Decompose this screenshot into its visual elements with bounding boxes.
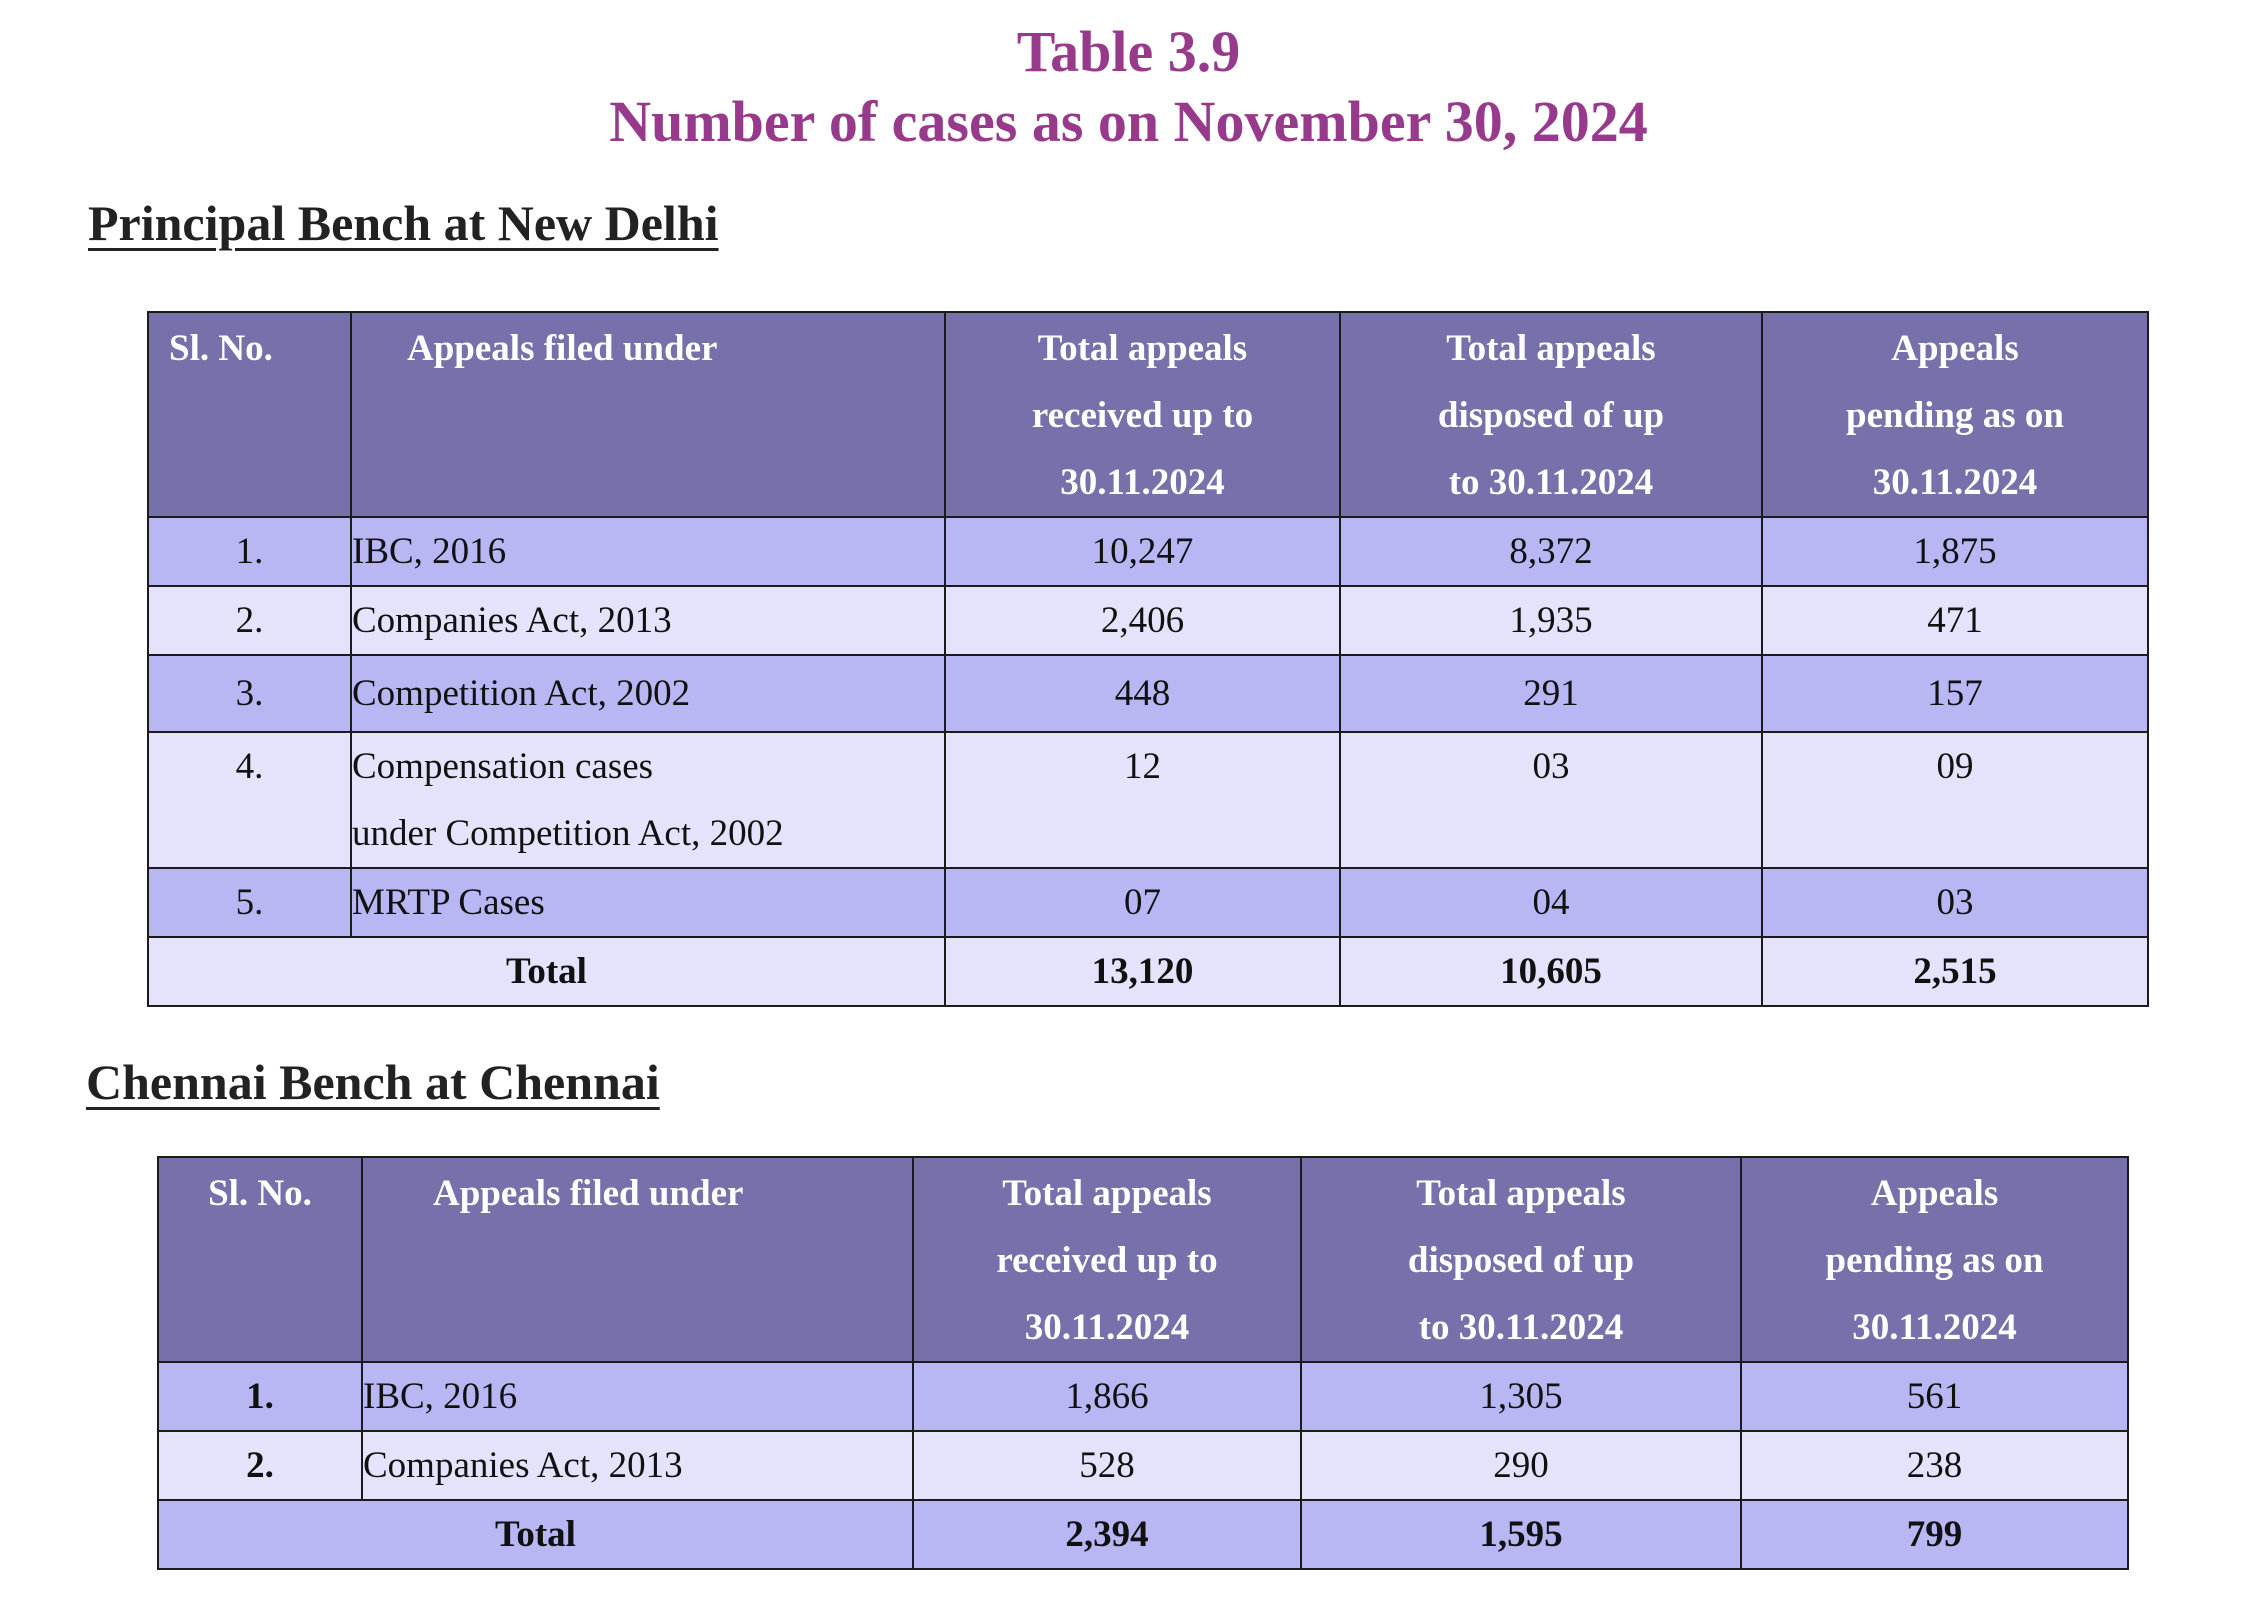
header-line: 30.11.2024 (1872, 462, 2038, 503)
sl-no-cell: 1. (147, 516, 352, 587)
header-line: 30.11.2024 (1060, 462, 1225, 503)
sl-no-cell: 5. (147, 867, 352, 938)
table-row: 2. Companies Act, 2013 528 290 238 (157, 1430, 2129, 1501)
header-line: to 30.11.2024 (1418, 1307, 1624, 1348)
header-line: Total appeals (1416, 1173, 1626, 1214)
header-total-disposed: Total appeals disposed of up to 30.11.20… (1339, 311, 1763, 518)
disposed-cell: 290 (1300, 1430, 1742, 1501)
sl-no-cell: 2. (147, 585, 352, 656)
total-received-cell: 13,120 (944, 936, 1341, 1007)
table-row: 4. Compensation cases under Competition … (147, 731, 2149, 869)
appeal-act-cell: Companies Act, 2013 (350, 585, 946, 656)
header-total-disposed: Total appeals disposed of up to 30.11.20… (1300, 1156, 1742, 1363)
table-row: 5. MRTP Cases 07 04 03 (147, 867, 2149, 938)
total-row: Total 13,120 10,605 2,515 (147, 936, 2149, 1007)
table-row: 2. Companies Act, 2013 2,406 1,935 471 (147, 585, 2149, 656)
appeal-act-line: under Competition Act, 2002 (352, 813, 784, 854)
header-line: received up to (1031, 395, 1254, 436)
header-appeals-filed-under: Appeals filed under (361, 1156, 914, 1363)
sl-no-cell: 4. (147, 731, 352, 869)
total-pending-cell: 2,515 (1761, 936, 2149, 1007)
disposed-cell: 03 (1339, 731, 1763, 869)
appeal-act-cell: Competition Act, 2002 (350, 654, 946, 733)
table-row: 1. IBC, 2016 1,866 1,305 561 (157, 1361, 2129, 1432)
total-label: Total (147, 936, 946, 1007)
header-line: Appeals (1870, 1173, 1999, 1214)
header-line: received up to (996, 1240, 1218, 1281)
appeal-act-line: Compensation cases (352, 746, 654, 787)
header-line: Total appeals (1446, 328, 1656, 369)
disposed-cell: 04 (1339, 867, 1763, 938)
received-cell: 1,866 (912, 1361, 1302, 1432)
header-sl-no: Sl. No. (157, 1156, 363, 1363)
disposed-cell: 1,935 (1339, 585, 1763, 656)
header-sl-no: Sl. No. (147, 311, 352, 518)
delhi-cases-table: Sl. No. Appeals filed under Total appeal… (147, 311, 2149, 1007)
total-disposed-cell: 10,605 (1339, 936, 1763, 1007)
header-total-received: Total appeals received up to 30.11.2024 (912, 1156, 1302, 1363)
chennai-cases-table: Sl. No. Appeals filed under Total appeal… (157, 1156, 2129, 1570)
header-row: Sl. No. Appeals filed under Total appeal… (147, 311, 2149, 518)
total-row: Total 2,394 1,595 799 (157, 1499, 2129, 1570)
header-line: pending as on (1825, 1240, 2044, 1281)
pending-cell: 471 (1761, 585, 2149, 656)
page-title: Number of cases as on November 30, 2024 (609, 89, 1648, 154)
pending-cell: 238 (1740, 1430, 2129, 1501)
disposed-cell: 1,305 (1300, 1361, 1742, 1432)
header-line: Appeals (1891, 328, 2019, 369)
header-line: disposed of up (1407, 1240, 1635, 1281)
table-row: 3. Competition Act, 2002 448 291 157 (147, 654, 2149, 733)
header-line: to 30.11.2024 (1448, 462, 1654, 503)
section-heading-delhi: Principal Bench at New Delhi (88, 195, 719, 251)
pending-cell: 09 (1761, 731, 2149, 869)
table-row: 1. IBC, 2016 10,247 8,372 1,875 (147, 516, 2149, 587)
section-heading-chennai: Chennai Bench at Chennai (86, 1054, 660, 1110)
header-line: disposed of up (1437, 395, 1665, 436)
pending-cell: 1,875 (1761, 516, 2149, 587)
pending-cell: 03 (1761, 867, 2149, 938)
header-line: Total appeals (1037, 328, 1248, 369)
received-cell: 12 (944, 731, 1341, 869)
disposed-cell: 291 (1339, 654, 1763, 733)
received-cell: 10,247 (944, 516, 1341, 587)
sl-no-cell: 3. (147, 654, 352, 733)
appeal-act-cell: Companies Act, 2013 (361, 1430, 914, 1501)
header-row: Sl. No. Appeals filed under Total appeal… (157, 1156, 2129, 1363)
header-line: pending as on (1846, 395, 2064, 436)
sl-no-cell: 1. (157, 1361, 363, 1432)
sl-no-cell: 2. (157, 1430, 363, 1501)
header-line: Total appeals (1002, 1173, 1212, 1214)
received-cell: 07 (944, 867, 1341, 938)
pending-cell: 157 (1761, 654, 2149, 733)
appeal-act-cell: IBC, 2016 (350, 516, 946, 587)
received-cell: 528 (912, 1430, 1302, 1501)
pending-cell: 561 (1740, 1361, 2129, 1432)
table-number: Table 3.9 (1016, 19, 1241, 84)
appeal-act-cell: Compensation cases under Competition Act… (350, 731, 946, 869)
appeal-act-cell: MRTP Cases (350, 867, 946, 938)
header-appeals-pending: Appeals pending as on 30.11.2024 (1761, 311, 2149, 518)
total-pending-cell: 799 (1740, 1499, 2129, 1570)
appeal-act-cell: IBC, 2016 (361, 1361, 914, 1432)
disposed-cell: 8,372 (1339, 516, 1763, 587)
header-line: 30.11.2024 (1024, 1307, 1190, 1348)
received-cell: 448 (944, 654, 1341, 733)
total-label: Total (157, 1499, 914, 1570)
header-total-received: Total appeals received up to 30.11.2024 (944, 311, 1341, 518)
header-appeals-pending: Appeals pending as on 30.11.2024 (1740, 1156, 2129, 1363)
received-cell: 2,406 (944, 585, 1341, 656)
header-line: 30.11.2024 (1852, 1307, 2017, 1348)
header-appeals-filed-under: Appeals filed under (350, 311, 946, 518)
total-disposed-cell: 1,595 (1300, 1499, 1742, 1570)
total-received-cell: 2,394 (912, 1499, 1302, 1570)
